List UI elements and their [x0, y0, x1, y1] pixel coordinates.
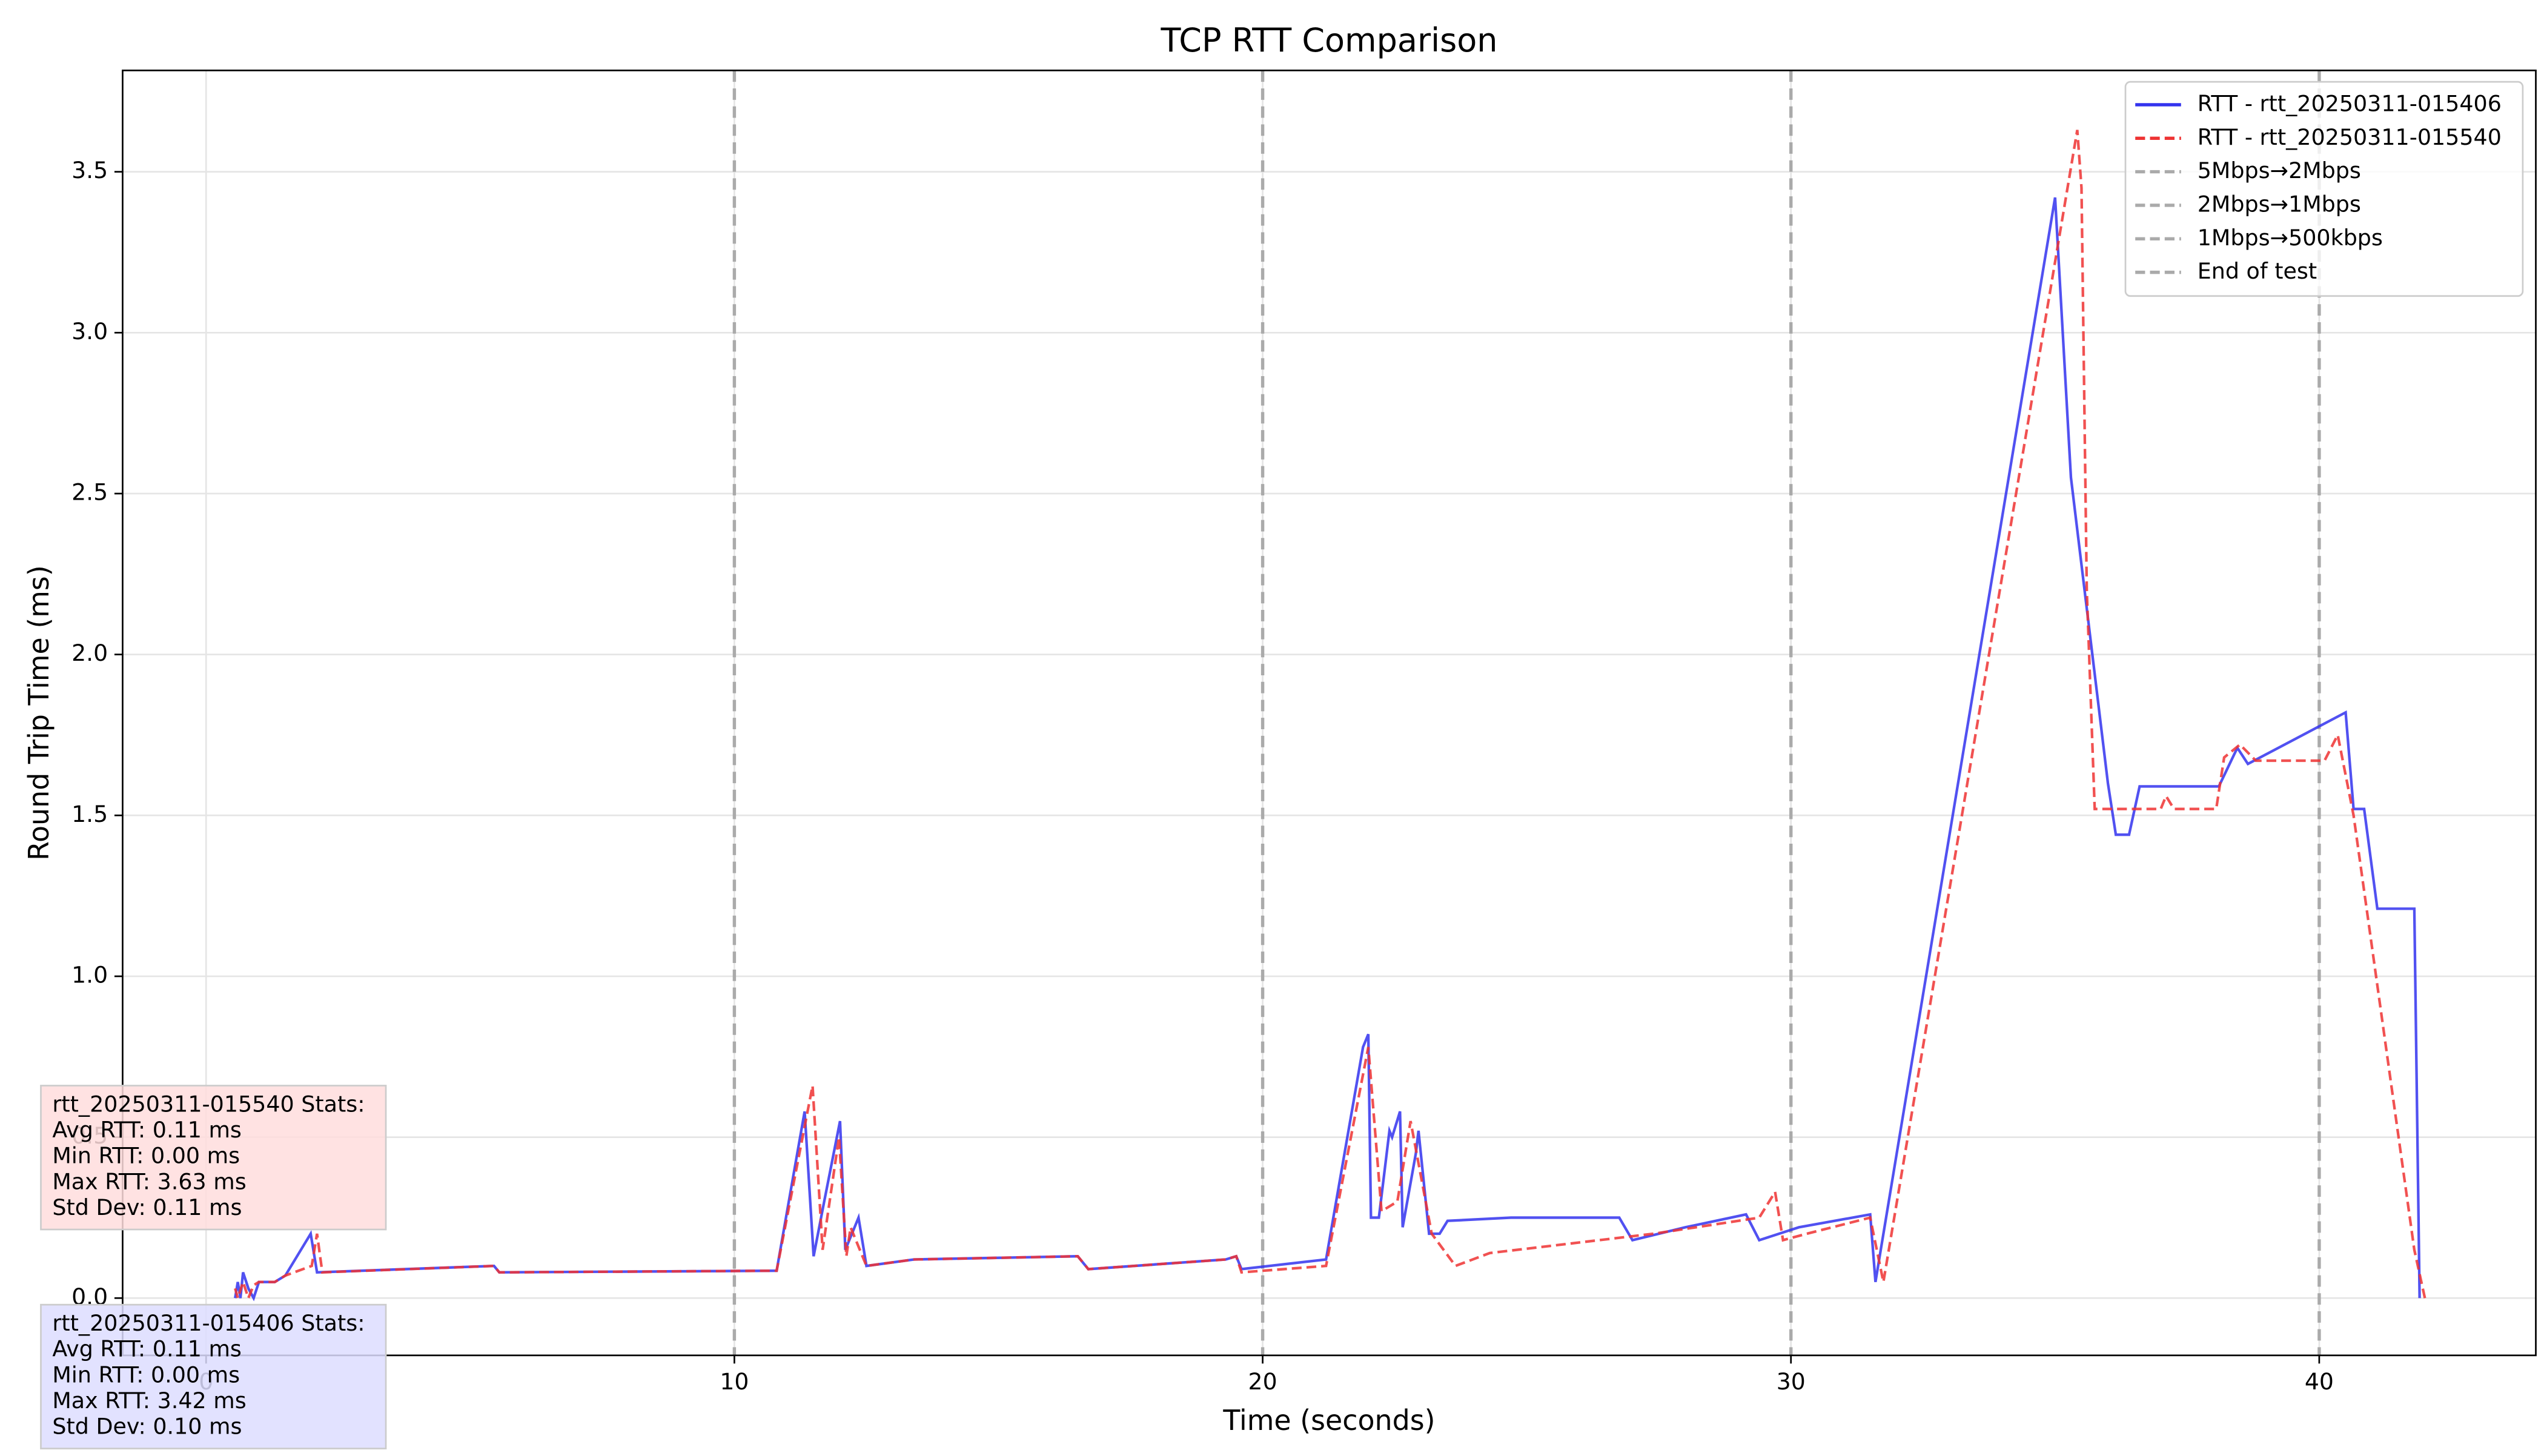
stats-text: Std Dev: 0.11 ms — [52, 1194, 242, 1220]
chart-title: TCP RTT Comparison — [1160, 21, 1497, 59]
legend-label: RTT - rtt_20250311-015540 — [2198, 124, 2502, 150]
y-tick-label: 2.0 — [71, 640, 108, 666]
y-tick-label: 1.5 — [71, 801, 108, 827]
series-line — [234, 197, 2421, 1302]
legend-box — [2124, 81, 2524, 297]
stats-text: Max RTT: 3.63 ms — [52, 1168, 246, 1194]
series-line — [234, 130, 2426, 1303]
legend-label: End of test — [2198, 258, 2317, 284]
y-tick-label: 1.0 — [71, 961, 108, 988]
legend-label: 2Mbps→1Mbps — [2198, 191, 2361, 217]
stats-box — [40, 1085, 387, 1231]
stats-text: rtt_20250311-015540 Stats: — [52, 1091, 365, 1117]
stats-text: Avg RTT: 0.11 ms — [52, 1117, 242, 1143]
stats-text: Min RTT: 0.00 ms — [52, 1362, 240, 1388]
x-tick-label: 40 — [2305, 1368, 2334, 1395]
x-tick-label: 20 — [1248, 1368, 1277, 1395]
legend-label: 5Mbps→2Mbps — [2198, 157, 2361, 184]
x-tick-label: 10 — [720, 1368, 749, 1395]
stats-text: Avg RTT: 0.11 ms — [52, 1336, 242, 1362]
y-tick-label: 2.5 — [71, 478, 108, 505]
legend-label: 1Mbps→500kbps — [2198, 225, 2383, 251]
y-axis-label: Round Trip Time (ms) — [22, 565, 55, 861]
x-tick-label: 30 — [1777, 1368, 1806, 1395]
stats-text: Max RTT: 3.42 ms — [52, 1388, 246, 1414]
stats-text: rtt_20250311-015406 Stats: — [52, 1310, 365, 1336]
y-tick-label: 3.0 — [71, 318, 108, 345]
legend-label: RTT - rtt_20250311-015406 — [2198, 90, 2502, 116]
stats-text: Std Dev: 0.10 ms — [52, 1414, 242, 1440]
x-axis-label: Time (seconds) — [1222, 1404, 1435, 1437]
stats-box — [40, 1303, 387, 1450]
y-tick-label: 3.5 — [71, 157, 108, 184]
stats-text: Min RTT: 0.00 ms — [52, 1143, 240, 1169]
plot-frame — [122, 69, 2537, 1357]
